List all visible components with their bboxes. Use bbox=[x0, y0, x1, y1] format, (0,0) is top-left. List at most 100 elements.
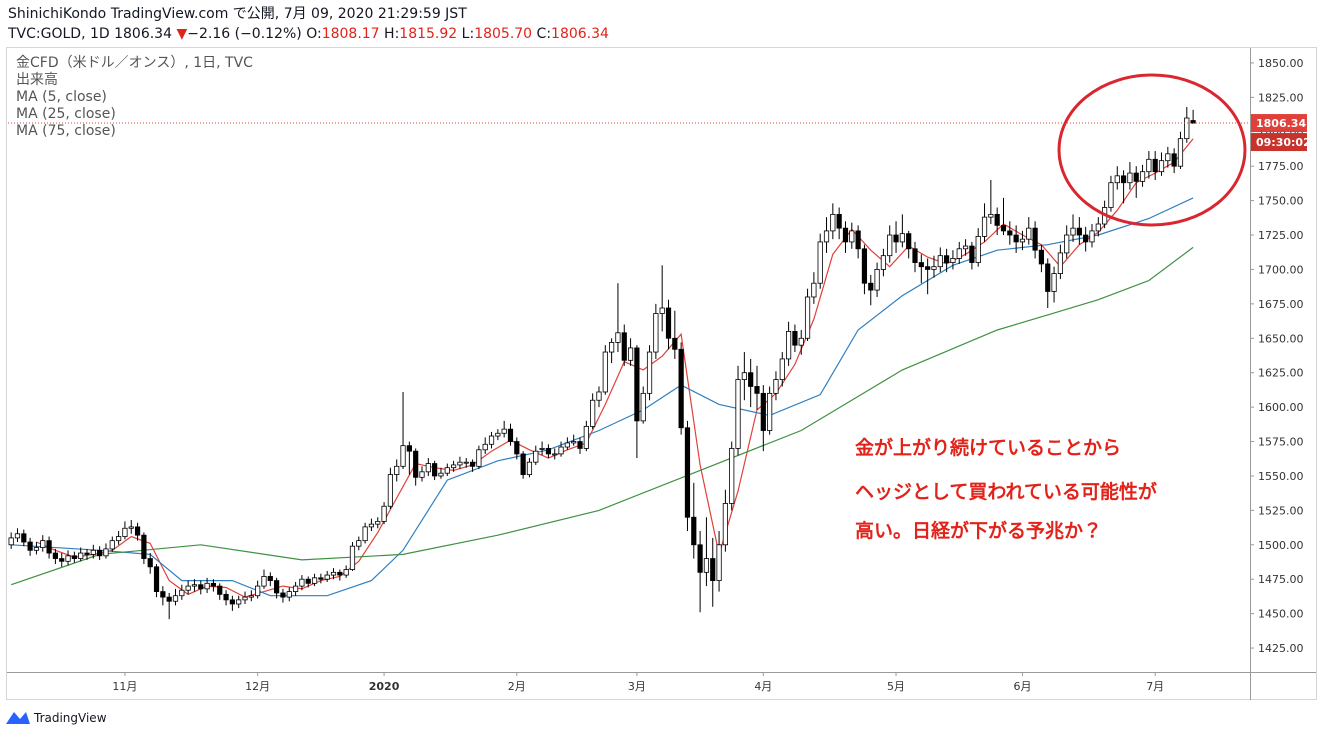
candle-body bbox=[311, 577, 318, 584]
y-tick-label: 1725.00 bbox=[1258, 229, 1304, 242]
candle-body bbox=[1114, 175, 1120, 184]
candle-body bbox=[779, 358, 785, 380]
y-tick-label: 1550.00 bbox=[1258, 470, 1304, 483]
candle-body bbox=[1177, 138, 1184, 167]
candle-body bbox=[887, 234, 893, 257]
legend-entry: MA (5, close) bbox=[16, 89, 107, 105]
ohlc-value: 1805.70 bbox=[474, 26, 532, 42]
candle-body bbox=[469, 461, 476, 467]
candle-body bbox=[1038, 249, 1045, 265]
candle-body bbox=[564, 442, 570, 448]
candle-body bbox=[14, 533, 21, 539]
countdown-label: 09:30:02 bbox=[1256, 136, 1311, 149]
candle-body bbox=[451, 464, 457, 469]
candle-body bbox=[615, 332, 621, 343]
candle-body bbox=[349, 545, 356, 570]
brand-name: TradingView bbox=[33, 711, 107, 725]
candle-body bbox=[659, 307, 665, 314]
candle-body bbox=[823, 230, 830, 243]
candle-body bbox=[627, 347, 634, 361]
candle-body bbox=[640, 392, 646, 422]
candle-body bbox=[185, 585, 191, 591]
candle-body bbox=[868, 282, 874, 291]
candle-body bbox=[103, 548, 109, 557]
candle-body bbox=[362, 526, 368, 542]
candle-body bbox=[526, 461, 533, 475]
candle-body bbox=[71, 555, 77, 559]
candle-body bbox=[444, 467, 450, 474]
candle-body bbox=[1171, 153, 1177, 167]
candle-body bbox=[1000, 224, 1007, 232]
candle-body bbox=[84, 552, 90, 555]
candle-body bbox=[918, 262, 924, 268]
candle-body bbox=[811, 282, 817, 298]
candle-body bbox=[748, 372, 754, 387]
candle-body bbox=[59, 558, 65, 562]
candle-body bbox=[950, 258, 956, 263]
candle-body bbox=[128, 526, 134, 529]
candle-body bbox=[425, 463, 431, 473]
candle-body bbox=[722, 503, 728, 546]
candle-body bbox=[305, 578, 311, 584]
candle-body bbox=[122, 527, 128, 537]
candle-body bbox=[324, 574, 330, 580]
candle-body bbox=[773, 379, 779, 394]
x-tick-label: 6月 bbox=[1013, 680, 1031, 693]
candle-body bbox=[1051, 273, 1057, 292]
candle-body bbox=[463, 461, 469, 464]
candle-body bbox=[634, 347, 640, 422]
candle-body bbox=[893, 234, 899, 243]
candle-body bbox=[962, 245, 969, 250]
candle-body bbox=[1083, 234, 1089, 243]
candle-body bbox=[343, 569, 349, 576]
candle-body bbox=[956, 248, 962, 259]
candle-body bbox=[476, 449, 482, 467]
candle-body bbox=[590, 399, 596, 427]
candle-body bbox=[1139, 171, 1146, 182]
candle-body bbox=[274, 580, 280, 594]
candle-body bbox=[33, 547, 40, 551]
candle-body bbox=[217, 585, 223, 595]
candle-body bbox=[116, 536, 122, 542]
header-line1: ShinichiKondo TradingView.com で公開, 7月 09… bbox=[8, 6, 467, 22]
candle-body bbox=[204, 582, 210, 590]
chart-frame bbox=[6, 47, 1317, 700]
candle-body bbox=[1165, 153, 1171, 162]
y-tick-label: 1650.00 bbox=[1258, 332, 1304, 345]
candle-body bbox=[223, 593, 229, 601]
brand-logo: TradingView bbox=[6, 711, 107, 725]
candle-body bbox=[1089, 230, 1095, 243]
candle-body bbox=[710, 558, 716, 581]
candle-body bbox=[507, 428, 514, 442]
candle-body bbox=[545, 448, 552, 455]
candle-body bbox=[1184, 117, 1190, 140]
candle-body bbox=[533, 450, 539, 463]
candle-body bbox=[697, 544, 703, 573]
candle-body bbox=[97, 549, 103, 557]
highlight-circle bbox=[1057, 73, 1247, 227]
candle-body bbox=[621, 332, 627, 361]
legend-entry: MA (75, close) bbox=[16, 123, 116, 139]
candle-body bbox=[419, 471, 425, 478]
y-tick-label: 1675.00 bbox=[1258, 298, 1304, 311]
candle-body bbox=[1108, 182, 1114, 208]
candle-body bbox=[179, 589, 185, 597]
candle-body bbox=[804, 296, 811, 339]
candle-body bbox=[981, 216, 988, 237]
candle-body bbox=[672, 337, 678, 350]
candle-body bbox=[558, 446, 564, 455]
candle-body bbox=[552, 453, 558, 456]
x-tick-label: 12月 bbox=[245, 680, 270, 693]
ohlc-value: 1815.92 bbox=[399, 26, 457, 42]
x-tick-label: 3月 bbox=[628, 680, 646, 693]
candle-body bbox=[678, 348, 684, 429]
candle-body bbox=[46, 540, 52, 554]
candle-body bbox=[849, 230, 855, 243]
y-tick-label: 1700.00 bbox=[1258, 263, 1304, 276]
candle-body bbox=[52, 552, 59, 559]
annotation-line: ヘッジとして買われている可能性が bbox=[855, 480, 1157, 503]
candle-body bbox=[160, 591, 166, 598]
candle-body bbox=[583, 425, 589, 449]
